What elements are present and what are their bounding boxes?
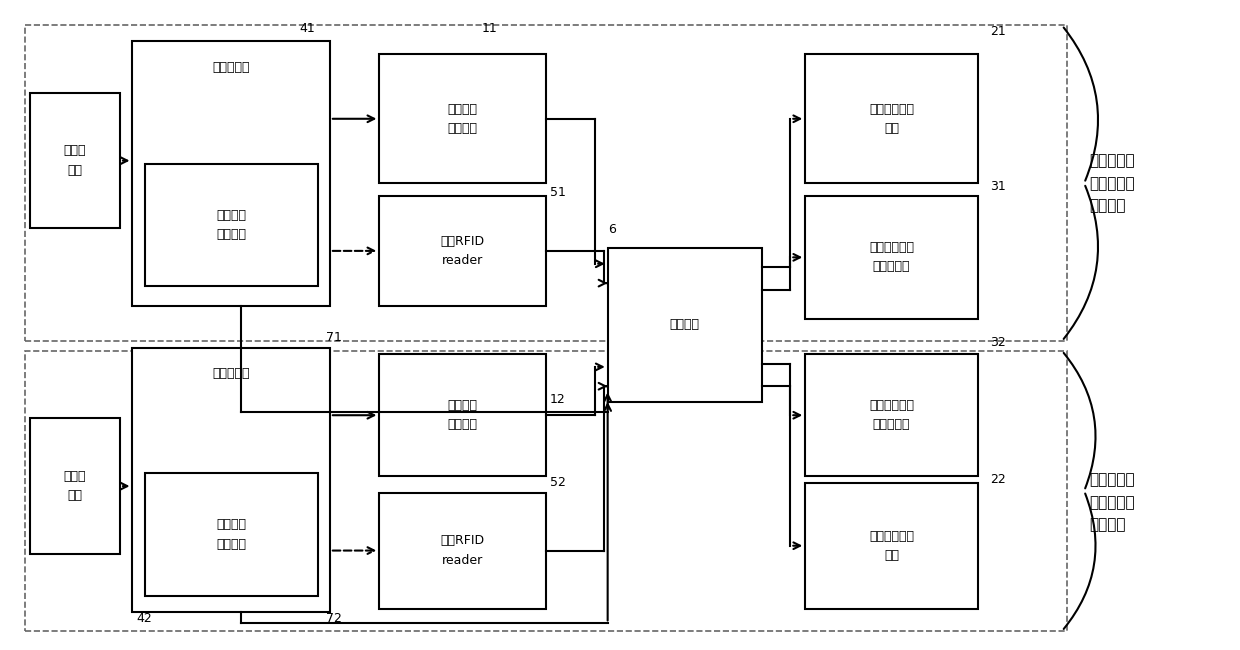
Bar [25, 351, 1066, 631]
Bar [145, 164, 317, 287]
Text: 11: 11 [482, 22, 497, 35]
Text: 第二图像: 第二图像 [448, 399, 477, 412]
Text: reader: reader [441, 554, 484, 567]
Bar [133, 348, 330, 612]
Bar [379, 196, 546, 306]
Bar [133, 42, 330, 306]
Text: 第二状态指示: 第二状态指示 [869, 530, 914, 543]
Text: 12: 12 [549, 393, 565, 406]
Text: 装置: 装置 [884, 122, 899, 135]
Bar [25, 25, 1066, 341]
Text: 人员: 人员 [67, 164, 83, 177]
Text: 采集装置: 采集装置 [448, 122, 477, 135]
Text: 第二人体: 第二人体 [216, 518, 247, 531]
Text: 探测装置: 探测装置 [216, 228, 247, 241]
Text: 第二RFID: 第二RFID [440, 534, 485, 547]
Bar [379, 493, 546, 608]
Text: 52: 52 [549, 476, 565, 489]
Text: 51: 51 [549, 187, 565, 200]
Text: 口的自动门: 口的自动门 [873, 261, 910, 274]
Text: 42: 42 [136, 612, 151, 625]
Bar [608, 248, 761, 402]
Text: 41: 41 [299, 22, 315, 35]
Text: 第一RFID: 第一RFID [440, 235, 485, 248]
Bar [30, 419, 120, 554]
Text: 第二验证区: 第二验证区 [212, 367, 250, 380]
Bar [145, 473, 317, 595]
Text: 探测装置: 探测装置 [216, 538, 247, 551]
Bar [805, 55, 978, 183]
Bar [30, 93, 120, 228]
Text: 72: 72 [326, 612, 342, 625]
Text: reader: reader [441, 254, 484, 267]
Text: 第一图像: 第一图像 [448, 103, 477, 116]
Bar [805, 483, 978, 608]
Text: 铜制程区域出: 铜制程区域出 [869, 399, 914, 412]
Text: 第一人体: 第一人体 [216, 209, 247, 222]
Text: 装置: 装置 [884, 549, 899, 562]
Text: 21: 21 [991, 25, 1006, 38]
Bar [379, 354, 546, 476]
Text: 71: 71 [326, 332, 342, 344]
Text: 人员: 人员 [67, 489, 83, 502]
Text: 31: 31 [991, 180, 1006, 193]
Text: 第一验证区: 第一验证区 [212, 60, 250, 73]
Text: 22: 22 [991, 473, 1006, 486]
Text: 铜制程区域进: 铜制程区域进 [869, 241, 914, 254]
Text: 铜制程区域
的人员进入
管制系统: 铜制程区域 的人员进入 管制系统 [1089, 153, 1135, 213]
Text: 预进入: 预进入 [63, 144, 87, 157]
Text: 32: 32 [991, 337, 1006, 350]
Text: 预离开: 预离开 [63, 470, 87, 483]
Text: 控制中心: 控制中心 [670, 318, 699, 332]
Text: 第一状态指示: 第一状态指示 [869, 103, 914, 116]
Bar [805, 196, 978, 318]
Text: 口的自动门: 口的自动门 [873, 419, 910, 432]
Text: 采集装置: 采集装置 [448, 419, 477, 432]
Text: 6: 6 [608, 223, 615, 236]
Bar [379, 55, 546, 183]
Text: 铜制程区域
的人员离开
管制系统: 铜制程区域 的人员离开 管制系统 [1089, 473, 1135, 532]
Bar [805, 354, 978, 476]
